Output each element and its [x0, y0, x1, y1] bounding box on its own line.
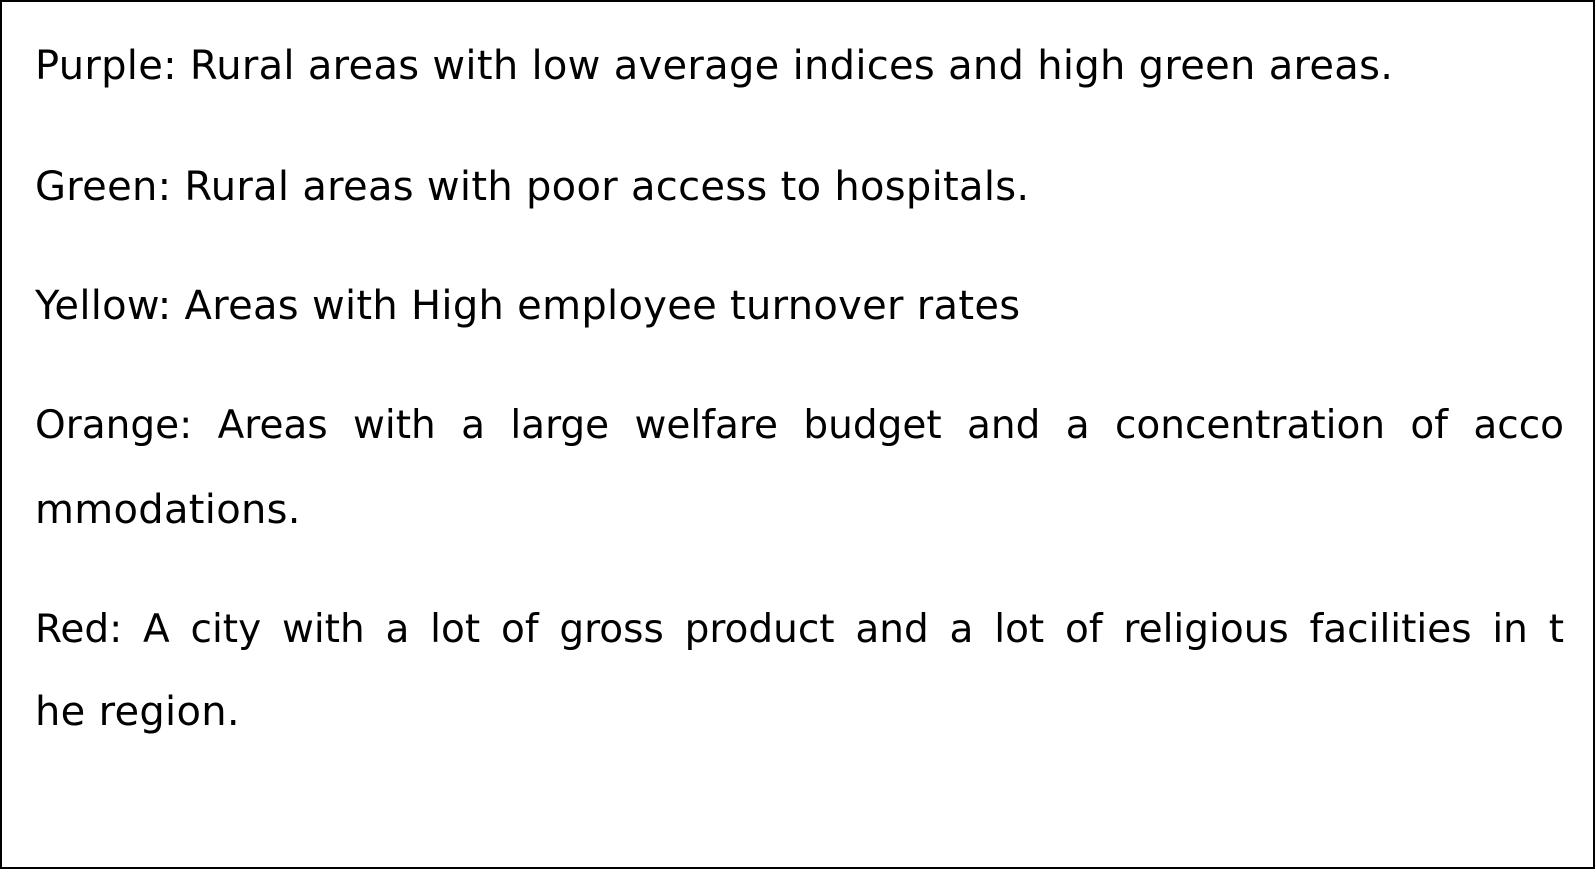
- purple-description: Purple: Rural areas with low average ind…: [35, 43, 1394, 89]
- red-description-line-2: he region.: [35, 689, 240, 735]
- orange-description-line-1: Orange: Areas with a large welfare budge…: [35, 403, 1564, 448]
- green-description: Green: Rural areas with poor access to h…: [35, 164, 1030, 210]
- red-description-line-1: Red: A city with a lot of gross product …: [35, 607, 1564, 652]
- orange-description-line-2: mmodations.: [35, 487, 301, 533]
- yellow-description: Yellow: Areas with High employee turnove…: [35, 283, 1021, 329]
